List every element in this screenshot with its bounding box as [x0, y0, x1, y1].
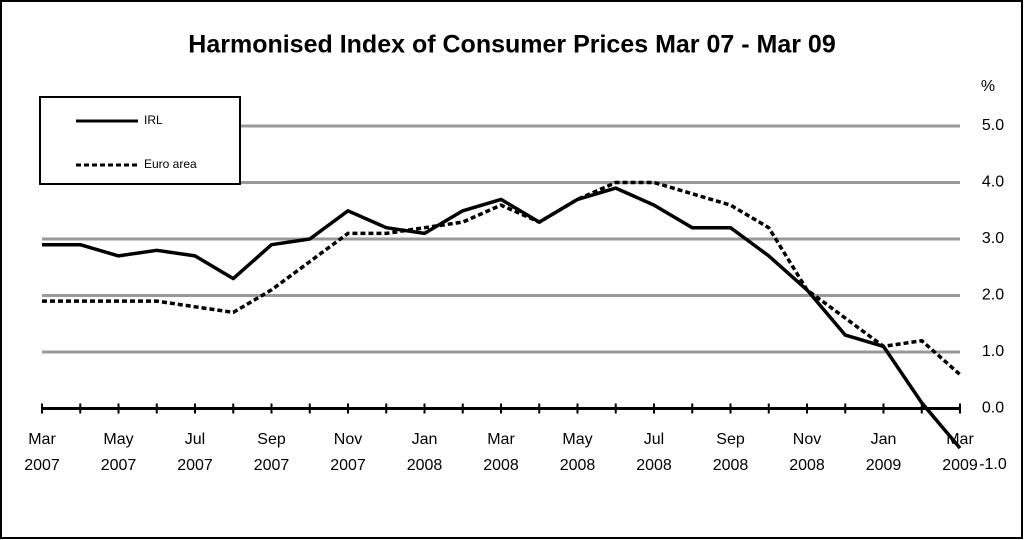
x-tick-label: Mar 2007: [24, 431, 60, 474]
x-tick-label-line: 2008: [713, 457, 749, 474]
y-tick-label: 1.0: [982, 343, 1004, 360]
x-tick-label-line: Mar: [28, 431, 56, 448]
x-tick-label-line: Jan: [412, 431, 438, 448]
y-tick-label: 4.0: [982, 174, 1004, 191]
x-tick-label-line: Jul: [185, 431, 205, 448]
x-tick-label-line: 2009: [942, 457, 978, 474]
x-tick-label: Mar 2008: [483, 431, 519, 474]
x-tick-label: Mar 2009: [942, 431, 978, 474]
x-tick-label-line: Jul: [644, 431, 664, 448]
x-tick-label-line: Sep: [716, 431, 745, 448]
x-tick-label-line: Nov: [793, 431, 821, 448]
x-tick-label-line: May: [562, 431, 592, 448]
x-tick-label: Jan 2008: [407, 431, 443, 474]
y-tick-label: -1.0: [979, 456, 1007, 473]
x-tick-label-line: 2007: [330, 457, 366, 474]
y-tick-label: 5.0: [982, 117, 1004, 134]
x-tick-label-line: Mar: [946, 431, 974, 448]
chart-title: Harmonised Index of Consumer Prices Mar …: [188, 31, 835, 59]
x-tick-label: Nov 2007: [330, 431, 366, 474]
x-tick-label-line: 2008: [483, 457, 519, 474]
legend-box: [39, 96, 241, 185]
x-tick-label-line: 2007: [24, 457, 60, 474]
x-tick-label: May 2007: [101, 431, 137, 474]
x-tick-label-line: 2008: [560, 457, 596, 474]
x-tick-label-line: Nov: [334, 431, 362, 448]
x-tick-label-line: 2007: [254, 457, 290, 474]
x-tick-label-line: Mar: [487, 431, 515, 448]
x-tick-label-line: 2007: [177, 457, 213, 474]
legend-label: IRL: [144, 113, 163, 127]
x-tick-label-line: 2009: [866, 457, 902, 474]
x-tick-label-line: 2008: [636, 457, 672, 474]
y-axis-label: %: [981, 78, 995, 95]
x-tick-label: Jul 2007: [177, 431, 213, 474]
x-tick-label: Jan 2009: [866, 431, 902, 474]
x-tick-label-line: May: [103, 431, 133, 448]
legend-label: Euro area: [144, 157, 197, 171]
x-tick-label: Sep 2007: [254, 431, 290, 474]
x-tick-label: Sep 2008: [713, 431, 749, 474]
x-tick-label: May 2008: [560, 431, 596, 474]
series-line: [42, 180, 962, 376]
x-tick-label-line: Sep: [257, 431, 286, 448]
x-tick-label-line: 2008: [407, 457, 443, 474]
x-tick-label-line: 2007: [101, 457, 137, 474]
x-tick-label-line: 2008: [789, 457, 825, 474]
y-tick-label: 0.0: [982, 400, 1004, 417]
x-tick-label: Nov 2008: [789, 431, 825, 474]
y-tick-label: 2.0: [982, 287, 1004, 304]
y-tick-label: 3.0: [982, 230, 1004, 247]
x-tick-label-line: Jan: [871, 431, 897, 448]
x-tick-label: Jul 2008: [636, 431, 672, 474]
